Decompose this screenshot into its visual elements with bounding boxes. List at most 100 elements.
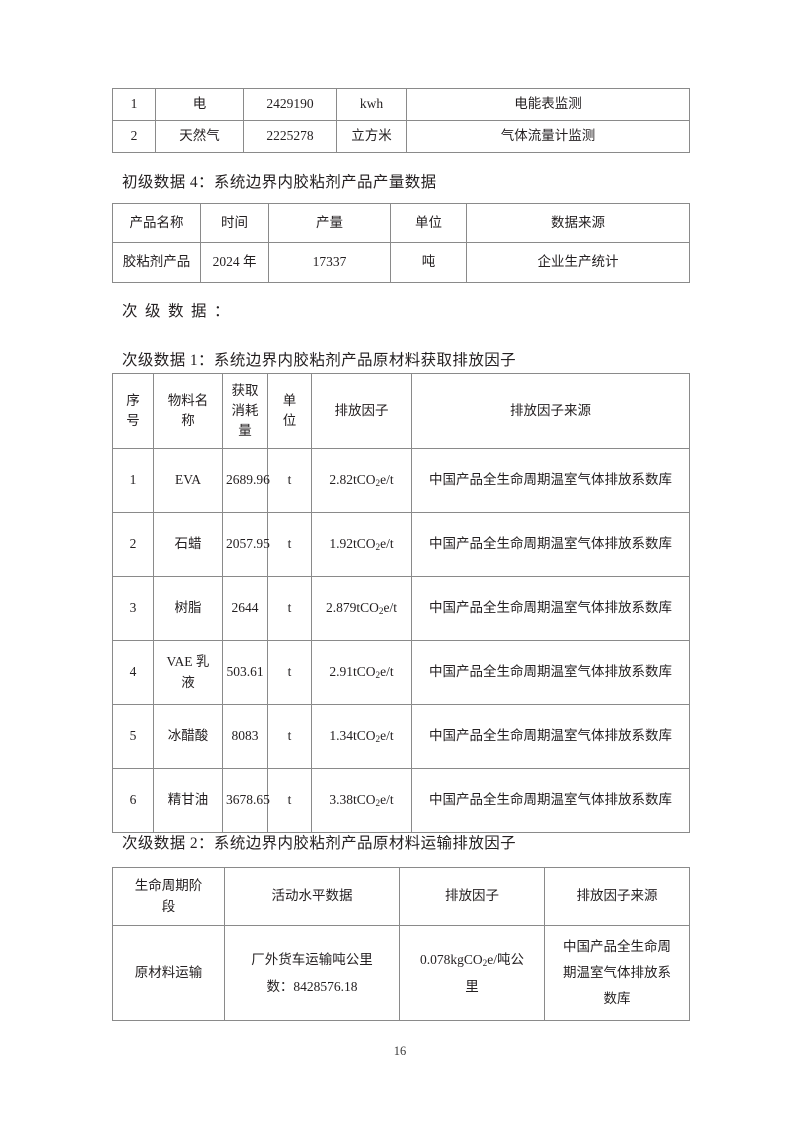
material-row-unit: t: [267, 768, 312, 833]
transport-row-factor-tail-line2: 里: [465, 979, 479, 994]
transport-row-activity: 厂外货车运输吨公里 数：8428576.18: [224, 925, 400, 1021]
table-row: 1 EVA 2689.96 t 2.82tCO2e/t 中国产品全生命周期温室气…: [112, 448, 690, 513]
table-row: 胶粘剂产品 2024 年 17337 吨 企业生产统计: [112, 242, 690, 283]
transport-row-source-line1: 中国产品全生命周: [563, 938, 671, 954]
material-row-factor-value: 1.92tCO: [329, 536, 376, 552]
heading-secondary-data-section: 次级数据：: [122, 303, 238, 320]
energy-row-item: 电: [155, 88, 244, 121]
page-number: 16: [393, 1044, 407, 1058]
material-header-unit: 单 位: [267, 373, 312, 449]
material-row-source: 中国产品全生命周期温室气体排放系数库: [411, 768, 690, 833]
material-row-source: 中国产品全生命周期温室气体排放系数库: [411, 704, 690, 769]
energy-row-item: 天然气: [155, 120, 244, 153]
material-row-factor-value: 2.879tCO: [326, 600, 379, 616]
material-header-consumption-line1: 获取消耗: [231, 382, 259, 418]
material-emission-factor-table: 序 号 物料名 称 获取消耗 量 单 位 排放因子 排放因子来源: [112, 373, 690, 833]
output-row-unit: 吨: [390, 242, 467, 283]
transport-header-stage-line2: 段: [161, 898, 176, 914]
material-header-index: 序 号: [112, 373, 154, 449]
material-row-index: 1: [112, 448, 154, 513]
material-row-factor-tail: e/t: [380, 472, 394, 488]
transport-row-source: 中国产品全生命周 期温室气体排放系 数库: [544, 925, 690, 1021]
table-row: 2 石蜡 2057.95 t 1.92tCO2e/t 中国产品全生命周期温室气体…: [112, 512, 690, 577]
product-output-table: 产品名称 时间 产量 单位 数据来源 胶粘剂产品 2024 年 17337 吨 …: [112, 203, 690, 283]
table-row: 4 VAE 乳 液 503.61 t 2.91tCO2e/t 中国产品全生命周期…: [112, 640, 690, 705]
material-row-factor: 2.879tCO2e/t: [311, 576, 412, 641]
material-row-factor-tail: e/t: [380, 664, 394, 680]
transport-row-factor-sub: 2: [482, 958, 488, 969]
output-row-product: 胶粘剂产品: [112, 242, 201, 283]
material-row-name-line2: 液: [181, 674, 195, 690]
energy-row-unit: kwh: [336, 88, 407, 121]
heading-secondary-data-2: 次级数据 2：系统边界内胶粘剂产品原材料运输排放因子: [122, 835, 517, 852]
output-row-source: 企业生产统计: [466, 242, 690, 283]
material-row-factor: 2.82tCO2e/t: [311, 448, 412, 513]
output-header-time: 时间: [200, 203, 269, 243]
material-row-index: 5: [112, 704, 154, 769]
material-row-factor: 3.38tCO2e/t: [311, 768, 412, 833]
material-row-name-line1: VAE 乳: [166, 654, 210, 670]
material-header-unit-line2: 位: [282, 413, 297, 428]
output-header-product: 产品名称: [112, 203, 201, 243]
transport-header-factor: 排放因子: [399, 867, 545, 926]
material-header-name-line1: 物料名: [167, 392, 209, 408]
table-row: 3 树脂 2644 t 2.879tCO2e/t 中国产品全生命周期温室气体排放…: [112, 576, 690, 641]
table-header-row: 产品名称 时间 产量 单位 数据来源: [112, 203, 690, 243]
transport-row-source-line2: 期温室气体排放系: [563, 964, 671, 980]
material-header-factor: 排放因子: [311, 373, 412, 449]
material-row-factor-sub: 2: [375, 542, 381, 553]
material-row-source: 中国产品全生命周期温室气体排放系数库: [411, 640, 690, 705]
table-header-row: 生命周期阶 段 活动水平数据 排放因子 排放因子来源: [112, 867, 690, 926]
material-row-index: 3: [112, 576, 154, 641]
transport-row-source-line3: 数库: [603, 991, 631, 1007]
material-header-consumption: 获取消耗 量: [222, 373, 268, 449]
energy-consumption-table: 1 电 2429190 kwh 电能表监测 2 天然气 2225278 立方米 …: [112, 88, 690, 153]
heading-secondary-data-1: 次级数据 1：系统边界内胶粘剂产品原材料获取排放因子: [122, 352, 517, 369]
transport-header-factor-source: 排放因子来源: [544, 867, 690, 926]
material-row-consumption: 2689.96: [222, 448, 270, 513]
transport-row-factor: 0.078kgCO2e/吨公里: [399, 925, 545, 1021]
material-header-name: 物料名 称: [153, 373, 223, 449]
material-row-factor-value: 3.38tCO: [329, 792, 376, 808]
transport-row-stage: 原材料运输: [112, 925, 225, 1021]
material-row-source: 中国产品全生命周期温室气体排放系数库: [411, 576, 690, 641]
material-row-factor-tail: e/t: [383, 600, 397, 616]
material-row-factor-sub: 2: [375, 478, 381, 489]
output-header-source: 数据来源: [466, 203, 690, 243]
material-row-factor: 2.91tCO2e/t: [311, 640, 412, 705]
material-row-name: 树脂: [153, 576, 223, 641]
output-header-unit: 单位: [390, 203, 467, 243]
output-row-time: 2024 年: [200, 242, 269, 283]
material-header-factor-source: 排放因子来源: [411, 373, 690, 449]
material-row-factor: 1.92tCO2e/t: [311, 512, 412, 577]
transport-emission-factor-table: 生命周期阶 段 活动水平数据 排放因子 排放因子来源 原材料运输 厂外货车运输吨…: [112, 867, 690, 1021]
transport-row-activity-line2: 数：8428576.18: [266, 979, 358, 994]
material-row-index: 4: [112, 640, 154, 705]
material-row-name: EVA: [153, 448, 223, 513]
energy-row-unit: 立方米: [336, 120, 407, 153]
energy-row-amount: 2225278: [243, 120, 337, 153]
material-row-factor-value: 2.91tCO: [329, 664, 376, 680]
material-row-name: VAE 乳 液: [153, 640, 223, 705]
transport-header-stage-line1: 生命周期阶: [134, 878, 203, 894]
material-row-factor-sub: 2: [375, 798, 381, 809]
material-row-factor-sub: 2: [375, 670, 381, 681]
material-row-consumption: 2644: [222, 576, 268, 641]
transport-header-activity: 活动水平数据: [224, 867, 400, 926]
table-header-row: 序 号 物料名 称 获取消耗 量 单 位 排放因子 排放因子来源: [112, 373, 690, 449]
energy-row-source: 电能表监测: [406, 88, 690, 121]
transport-header-stage: 生命周期阶 段: [112, 867, 225, 926]
energy-row-source: 气体流量计监测: [406, 120, 690, 153]
material-row-unit: t: [267, 576, 312, 641]
table-row: 5 冰醋酸 8083 t 1.34tCO2e/t 中国产品全生命周期温室气体排放…: [112, 704, 690, 769]
material-row-factor-value: 2.82tCO: [329, 472, 376, 488]
material-row-unit: t: [267, 512, 312, 577]
material-row-index: 6: [112, 768, 154, 833]
heading-primary-data-4: 初级数据 4：系统边界内胶粘剂产品产量数据: [122, 174, 437, 191]
table-row: 6 精甘油 3678.65 t 3.38tCO2e/t 中国产品全生命周期温室气…: [112, 768, 690, 833]
material-row-consumption: 8083: [222, 704, 268, 769]
material-row-source: 中国产品全生命周期温室气体排放系数库: [411, 512, 690, 577]
material-row-factor-value: 1.34tCO: [329, 728, 376, 744]
material-row-unit: t: [267, 640, 312, 705]
